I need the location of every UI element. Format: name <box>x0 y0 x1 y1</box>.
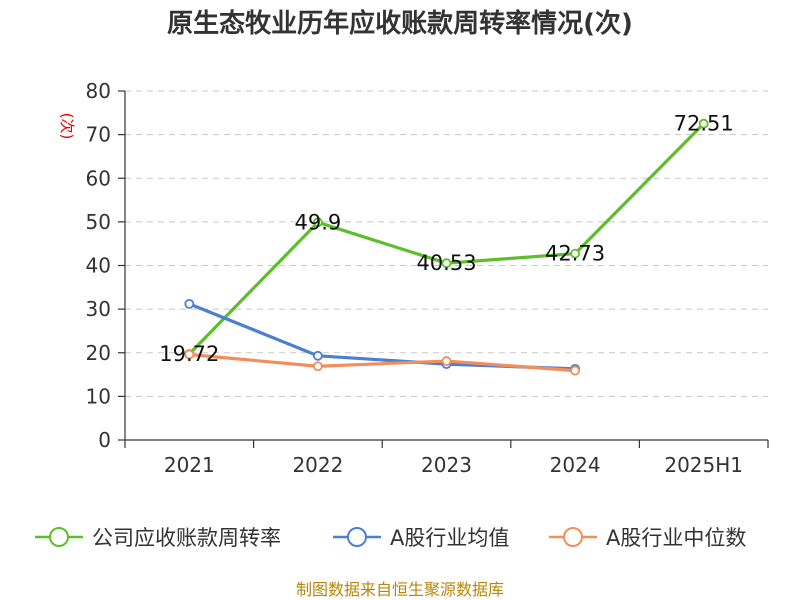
y-axis-label: (次) <box>58 113 76 140</box>
data-label: 49.9 <box>295 210 342 234</box>
y-tick-label: 40 <box>86 254 111 278</box>
legend-label: A股行业中位数 <box>606 526 746 550</box>
legend-label: 公司应收账款周转率 <box>92 526 281 550</box>
source-note: 制图数据来自恒生聚源数据库 <box>296 580 504 599</box>
series-line-0 <box>187 122 706 356</box>
data-point <box>570 248 580 259</box>
data-point <box>441 258 452 269</box>
x-tick-label: 2022 <box>292 453 343 477</box>
data-point <box>698 118 709 129</box>
y-tick-label: 70 <box>86 123 111 147</box>
legend: 公司应收账款周转率 A股行业均值 A股行业中位数 <box>35 526 746 550</box>
data-point <box>570 365 580 376</box>
x-tick-label: 2021 <box>164 453 215 477</box>
y-tick-label: 50 <box>86 210 111 234</box>
legend-label: A股行业均值 <box>390 526 509 550</box>
data-point <box>184 298 195 309</box>
data-label: 40.53 <box>416 251 476 275</box>
x-tick-label: 2023 <box>421 453 472 477</box>
y-tick-label: 30 <box>86 297 111 321</box>
y-tick-label: 60 <box>86 166 111 190</box>
chart-title: 原生态牧业历年应收账款周转率情况(次) <box>167 8 633 39</box>
legend-swatch-marker <box>347 527 367 547</box>
data-point <box>441 356 452 366</box>
y-tick-label: 80 <box>86 79 111 103</box>
series-lines <box>184 118 709 376</box>
data-labels: 19.72 49.9 40.53 42.73 72.51 <box>159 112 734 366</box>
axes: 0 10 20 30 40 50 60 70 80 2021 2022 2023 2024 2025H1 <box>86 79 769 477</box>
y-tick-label: 0 <box>98 428 111 452</box>
data-label: 42.73 <box>545 242 605 266</box>
grid-lines <box>125 90 768 397</box>
series-line-2 <box>187 352 577 373</box>
data-point <box>312 350 323 361</box>
x-tick-label: 2024 <box>550 453 601 477</box>
y-tick-label: 10 <box>86 384 111 408</box>
data-point <box>312 217 323 228</box>
legend-swatch-marker <box>563 527 583 547</box>
y-tick-label: 20 <box>86 341 111 365</box>
legend-swatch-marker <box>49 527 69 547</box>
data-label: 72.51 <box>674 112 734 136</box>
x-tick-label: 2025H1 <box>664 453 743 477</box>
data-point <box>312 361 323 372</box>
data-point <box>184 349 195 360</box>
data-label: 19.72 <box>159 342 219 366</box>
